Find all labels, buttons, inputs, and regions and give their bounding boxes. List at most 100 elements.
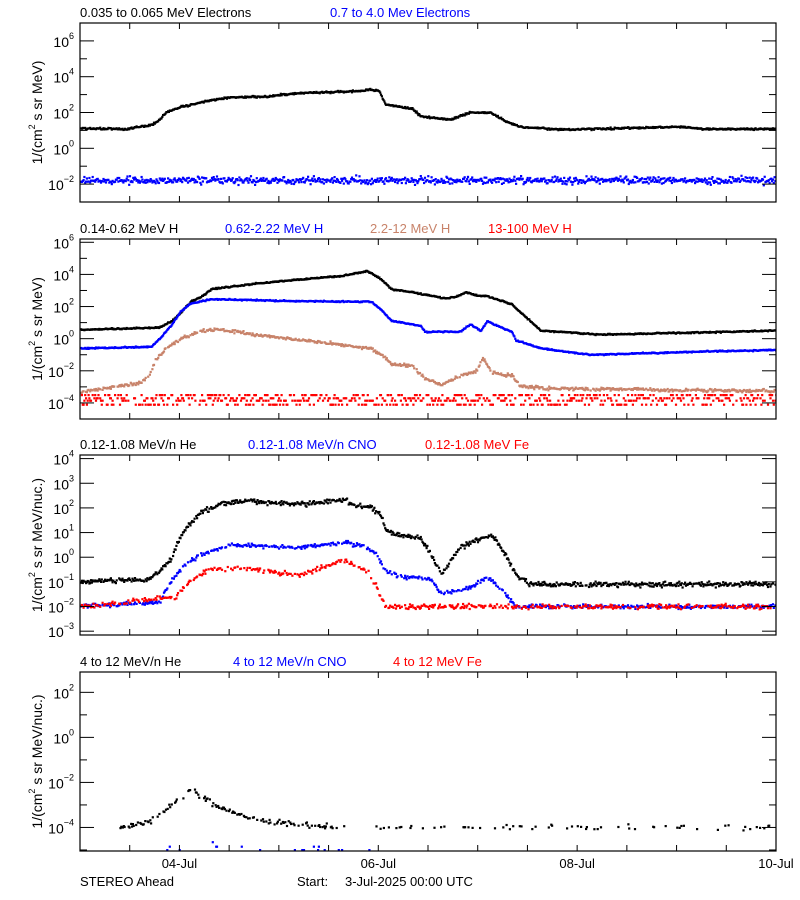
data-point <box>649 176 652 179</box>
data-point <box>200 183 203 186</box>
data-point <box>550 403 553 406</box>
data-point <box>713 388 717 391</box>
data-point <box>188 522 191 526</box>
data-point <box>362 180 365 183</box>
data-point <box>173 177 176 180</box>
data-point <box>436 403 439 406</box>
data-point <box>654 388 657 391</box>
data-point <box>545 347 548 350</box>
data-point <box>620 403 623 406</box>
data-point <box>137 579 140 582</box>
data-point <box>389 178 393 181</box>
data-point <box>683 403 686 406</box>
data-point <box>364 89 367 92</box>
data-point <box>659 179 662 182</box>
data-point <box>600 399 603 402</box>
data-point <box>211 403 214 406</box>
data-point <box>103 579 106 583</box>
data-point <box>416 182 419 185</box>
data-point <box>627 182 630 186</box>
data-point <box>371 182 374 185</box>
data-point <box>394 362 397 365</box>
data-point <box>336 179 340 182</box>
data-point <box>166 403 169 406</box>
data-point <box>271 403 274 406</box>
data-point <box>638 397 641 400</box>
data-point <box>504 374 507 377</box>
data-point <box>577 182 580 185</box>
data-point <box>231 177 234 180</box>
data-point <box>484 181 487 185</box>
series-1 <box>80 497 776 589</box>
data-point <box>718 182 721 185</box>
data-point <box>189 334 192 337</box>
data-point <box>420 177 423 180</box>
data-point <box>160 179 163 182</box>
data-point <box>432 403 435 406</box>
data-point <box>182 308 185 311</box>
data-point <box>595 394 598 397</box>
data-point <box>93 397 96 400</box>
data-point <box>125 177 128 180</box>
data-point <box>635 399 638 402</box>
data-point <box>748 176 751 179</box>
data-point <box>612 179 615 183</box>
data-point <box>502 181 505 184</box>
data-point <box>350 178 353 181</box>
data-point <box>556 403 559 406</box>
data-point <box>222 97 225 101</box>
data-point <box>139 180 142 183</box>
data-point <box>145 178 148 181</box>
data-point <box>352 346 355 349</box>
data-point <box>670 181 673 185</box>
data-point <box>230 178 233 181</box>
data-point <box>566 399 569 402</box>
data-point <box>464 327 467 330</box>
data-point <box>449 399 452 402</box>
data-point <box>441 179 444 182</box>
data-point <box>732 177 735 180</box>
data-point <box>198 177 201 180</box>
data-point <box>400 394 403 397</box>
data-point <box>522 403 525 406</box>
data-point <box>116 397 119 400</box>
data-point <box>341 179 344 182</box>
data-point <box>328 397 331 400</box>
data-point <box>728 399 731 402</box>
data-point <box>660 397 663 400</box>
data-point <box>399 178 402 181</box>
data-point <box>175 317 178 320</box>
data-point <box>390 364 393 367</box>
data-point <box>651 399 654 402</box>
data-point <box>520 394 523 397</box>
data-point <box>591 399 594 402</box>
legend-label: 0.7 to 4.0 Mev Electrons <box>330 5 471 20</box>
data-point <box>381 397 384 400</box>
data-point <box>149 403 152 406</box>
data-point <box>321 181 324 184</box>
data-point <box>90 581 93 584</box>
data-point <box>379 93 383 96</box>
data-point <box>740 399 743 402</box>
data-point <box>212 399 215 402</box>
data-point <box>153 573 156 576</box>
data-point <box>721 399 724 402</box>
data-point <box>510 330 514 334</box>
data-point <box>326 399 330 402</box>
data-point <box>412 364 415 368</box>
data-point <box>85 403 88 406</box>
data-point <box>447 180 450 184</box>
data-point <box>450 178 453 181</box>
data-point <box>168 557 171 560</box>
data-point <box>434 397 437 400</box>
data-point <box>100 403 103 406</box>
data-point <box>470 371 473 374</box>
data-point <box>730 181 733 184</box>
data-point <box>164 347 167 350</box>
data-point <box>772 181 775 185</box>
data-point <box>169 560 172 563</box>
data-point <box>109 578 112 581</box>
data-point <box>486 181 489 184</box>
data-point <box>560 179 563 183</box>
data-point <box>527 394 530 397</box>
